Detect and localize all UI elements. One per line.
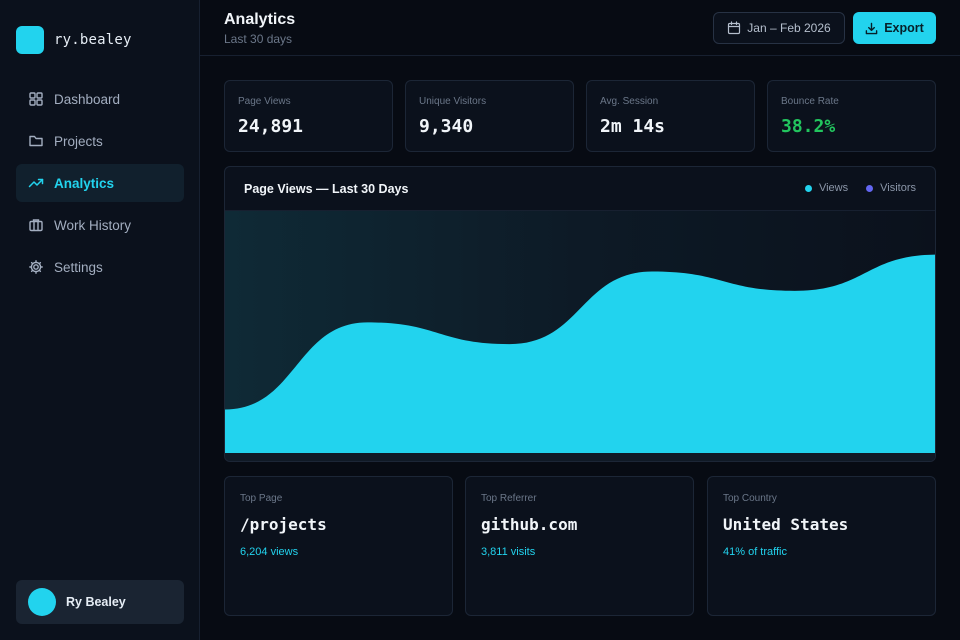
sidebar-item-settings[interactable]: Settings <box>16 248 184 286</box>
stat-value: 38.2% <box>781 116 836 137</box>
top-label: Top Referrer <box>481 493 537 504</box>
stat-card-unique-visitors: Unique Visitors 9,340 <box>405 80 574 152</box>
folder-icon <box>29 135 43 147</box>
sidebar-item-analytics[interactable]: Analytics <box>16 164 184 202</box>
sidebar-item-dashboard[interactable]: Dashboard <box>16 80 184 118</box>
export-button[interactable]: Export <box>853 12 936 44</box>
legend-dot <box>804 184 812 192</box>
top-value: github.com <box>481 515 578 534</box>
legend-item-visitors[interactable]: Visitors <box>866 182 916 194</box>
legend-label: Views <box>818 182 849 194</box>
top-country-card: Top Country United States 41% of traffic <box>707 476 936 616</box>
sidebar-item-label: Projects <box>54 133 103 149</box>
stat-label: Bounce Rate <box>781 96 839 107</box>
top-referrer-card: Top Referrer github.com 3,811 visits <box>465 476 694 616</box>
top-meta: 6,204 views <box>240 546 299 558</box>
stat-card-bounce-rate: Bounce Rate 38.2% <box>767 80 936 152</box>
chart-title: Page Views — Last 30 Days <box>244 182 409 196</box>
stat-value: 24,891 <box>238 116 304 137</box>
legend-dot <box>866 184 874 192</box>
top-value: /projects <box>240 515 327 534</box>
top-meta: 41% of traffic <box>723 546 787 558</box>
page-subtitle: Last 30 days <box>224 32 293 46</box>
sidebar-item-projects[interactable]: Projects <box>16 122 184 160</box>
sidebar-item-label: Settings <box>54 259 103 275</box>
calendar-icon <box>728 21 741 35</box>
date-range-button[interactable]: Jan – Feb 2026 <box>713 12 845 44</box>
export-label: Export <box>884 21 924 35</box>
stat-label: Avg. Session <box>600 96 659 107</box>
avatar <box>28 588 56 616</box>
top-label: Top Page <box>240 493 283 504</box>
user-name: Ry Bealey <box>66 595 126 609</box>
stat-label: Page Views <box>238 96 291 107</box>
sidebar: ry.bealey Dashboard Projects Analytics <box>0 0 200 640</box>
top-value: United States <box>723 515 849 534</box>
chart-divider <box>225 210 935 211</box>
legend-item-views[interactable]: Views <box>804 182 849 194</box>
chart-legend: Views Visitors <box>787 182 916 194</box>
top-meta: 3,811 visits <box>481 546 536 558</box>
sidebar-item-label: Analytics <box>54 175 115 191</box>
stat-value: 9,340 <box>419 116 474 137</box>
sidebar-item-label: Dashboard <box>54 91 121 107</box>
brand[interactable]: ry.bealey <box>16 26 132 54</box>
stat-value: 2m 14s <box>600 116 666 137</box>
page-header: Analytics Last 30 days Jan – Feb 2026 Ex… <box>200 0 960 56</box>
views-area <box>225 254 935 453</box>
page-title: Analytics <box>224 11 296 28</box>
chart-card: Page Views — Last 30 Days Views Visitors <box>224 166 936 462</box>
sidebar-item-label: Work History <box>54 217 132 233</box>
legend-label: Visitors <box>880 182 916 194</box>
sidebar-nav: Dashboard Projects Analytics Work Histor… <box>16 80 184 290</box>
trending-up-icon <box>28 178 44 188</box>
top-label: Top Country <box>723 493 777 504</box>
brand-logo <box>16 26 44 54</box>
brand-name: ry.bealey <box>54 32 132 48</box>
download-icon <box>865 22 878 34</box>
stat-card-avg-session: Avg. Session 2m 14s <box>586 80 755 152</box>
stat-card-page-views: Page Views 24,891 <box>224 80 393 152</box>
sidebar-item-work-history[interactable]: Work History <box>16 206 184 244</box>
stat-label: Unique Visitors <box>419 96 487 107</box>
date-range-label: Jan – Feb 2026 <box>747 21 831 35</box>
briefcase-icon <box>29 219 43 232</box>
gear-icon <box>29 260 43 274</box>
area-chart <box>225 211 935 461</box>
grid-icon <box>29 92 43 106</box>
chart-baseline-band <box>225 453 935 461</box>
user-card[interactable]: Ry Bealey <box>16 580 184 624</box>
top-page-card: Top Page /projects 6,204 views <box>224 476 453 616</box>
